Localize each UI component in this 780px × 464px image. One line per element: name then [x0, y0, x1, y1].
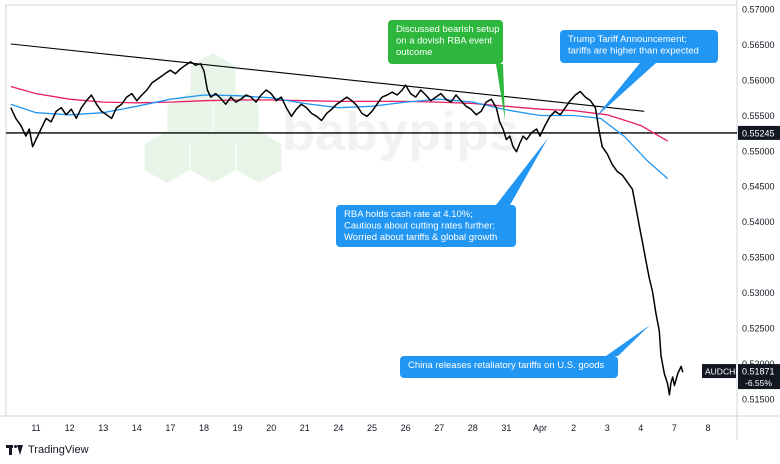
x-tick-label: 31: [501, 423, 511, 433]
callout-box: [336, 205, 516, 247]
trendline: [10, 43, 645, 112]
x-tick-label: 18: [199, 423, 209, 433]
x-tick-label: 25: [367, 423, 377, 433]
x-tick-label: 28: [468, 423, 478, 433]
x-tick-label: 24: [333, 423, 343, 433]
level-badge: 0.55245: [738, 125, 780, 140]
ma-slow-line: [10, 85, 669, 142]
callout-text: Cautious about cutting rates further;: [344, 221, 495, 232]
x-tick-label: 7: [672, 423, 677, 433]
callout-pointer: [595, 63, 656, 118]
watermark-hex-2: [144, 131, 190, 183]
callout-tariff: Trump Tariff Announcement;tariffs are hi…: [560, 30, 718, 118]
level-badge-text: 0.55245: [742, 128, 775, 138]
tradingview-logo-icon: [6, 445, 24, 455]
callout-text: on a dovish RBA event: [396, 36, 492, 47]
x-tick-label: 11: [31, 423, 40, 433]
x-tick-label: 20: [266, 423, 276, 433]
price-badge-bg: [738, 364, 780, 390]
watermark-hex-3: [190, 131, 236, 183]
ma-fast-line: [10, 94, 669, 180]
callout-pointer: [496, 64, 505, 120]
y-tick-label: 0.52000: [742, 359, 775, 369]
x-tick-label: Apr: [533, 423, 547, 433]
watermark: babypips: [144, 53, 519, 183]
x-tick-label: 8: [705, 423, 710, 433]
callout-text: Trump Tariff Announcement;: [568, 34, 687, 45]
x-tick-label: 17: [165, 423, 175, 433]
x-tick-label: 3: [605, 423, 610, 433]
x-tick-label: 26: [401, 423, 411, 433]
callout-pointer: [606, 325, 650, 356]
y-tick-label: 0.56500: [742, 40, 775, 50]
symbol-badge-bg: [702, 364, 736, 379]
x-tick-label: 12: [65, 423, 75, 433]
x-tick-label: 2: [571, 423, 576, 433]
change-badge-text: -6.55%: [745, 378, 772, 388]
callout-pointer: [496, 138, 548, 205]
callout-text: RBA holds cash rate at 4.10%;: [344, 209, 473, 220]
callout-rba-hold: RBA holds cash rate at 4.10%;Cautious ab…: [336, 138, 548, 247]
tradingview-brand: TradingView: [28, 444, 89, 456]
y-tick-label: 0.51500: [742, 394, 775, 404]
watermark-hex-1: [213, 92, 259, 144]
x-tick-label: 21: [300, 423, 310, 433]
callout-text: Worried about tariffs & global growth: [344, 232, 497, 243]
y-tick-label: 0.55500: [742, 111, 775, 121]
price-chart: babypips 0.57000 0.56500 0.56000 0.55500 0.55…: [0, 0, 780, 440]
y-tick-label: 0.54500: [742, 182, 775, 192]
symbol-badge-text: AUDCHF: [705, 367, 740, 377]
callout-box: [388, 20, 503, 64]
callout-text: Discussed bearish setup: [396, 24, 500, 35]
y-tick-label: 0.55000: [742, 146, 775, 156]
watermark-hex-0: [167, 92, 213, 144]
callout-box: [400, 356, 618, 378]
watermark-text: babypips: [282, 102, 519, 162]
y-tick-label: 0.52500: [742, 323, 775, 333]
x-tick-label: 13: [98, 423, 108, 433]
callout-text: tariffs are higher than expected: [568, 46, 699, 57]
price-badge-text: 0.51871: [742, 367, 775, 377]
y-tick-label: 0.56000: [742, 75, 775, 85]
y-tick-label: 0.54000: [742, 217, 775, 227]
level-badge-bg: [738, 125, 780, 140]
tradingview-footer: TradingView: [6, 444, 89, 456]
callout-text: outcome: [396, 47, 432, 58]
y-tick-label: 0.57000: [742, 5, 775, 15]
price-line: [10, 60, 684, 396]
y-tick-label: 0.53000: [742, 288, 775, 298]
callout-text: China releases retaliatory tariffs on U.…: [408, 360, 605, 371]
x-tick-label: 14: [132, 423, 142, 433]
callout-box: [560, 30, 718, 63]
watermark-hex-4: [236, 131, 282, 183]
x-tick-label: 27: [434, 423, 444, 433]
callout-china: China releases retaliatory tariffs on U.…: [400, 325, 650, 378]
y-tick-label: 0.53500: [742, 253, 775, 263]
x-tick-label: 4: [638, 423, 643, 433]
price-badge: AUDCHF 0.51871-6.55%: [702, 364, 780, 390]
x-tick-label: 19: [233, 423, 243, 433]
